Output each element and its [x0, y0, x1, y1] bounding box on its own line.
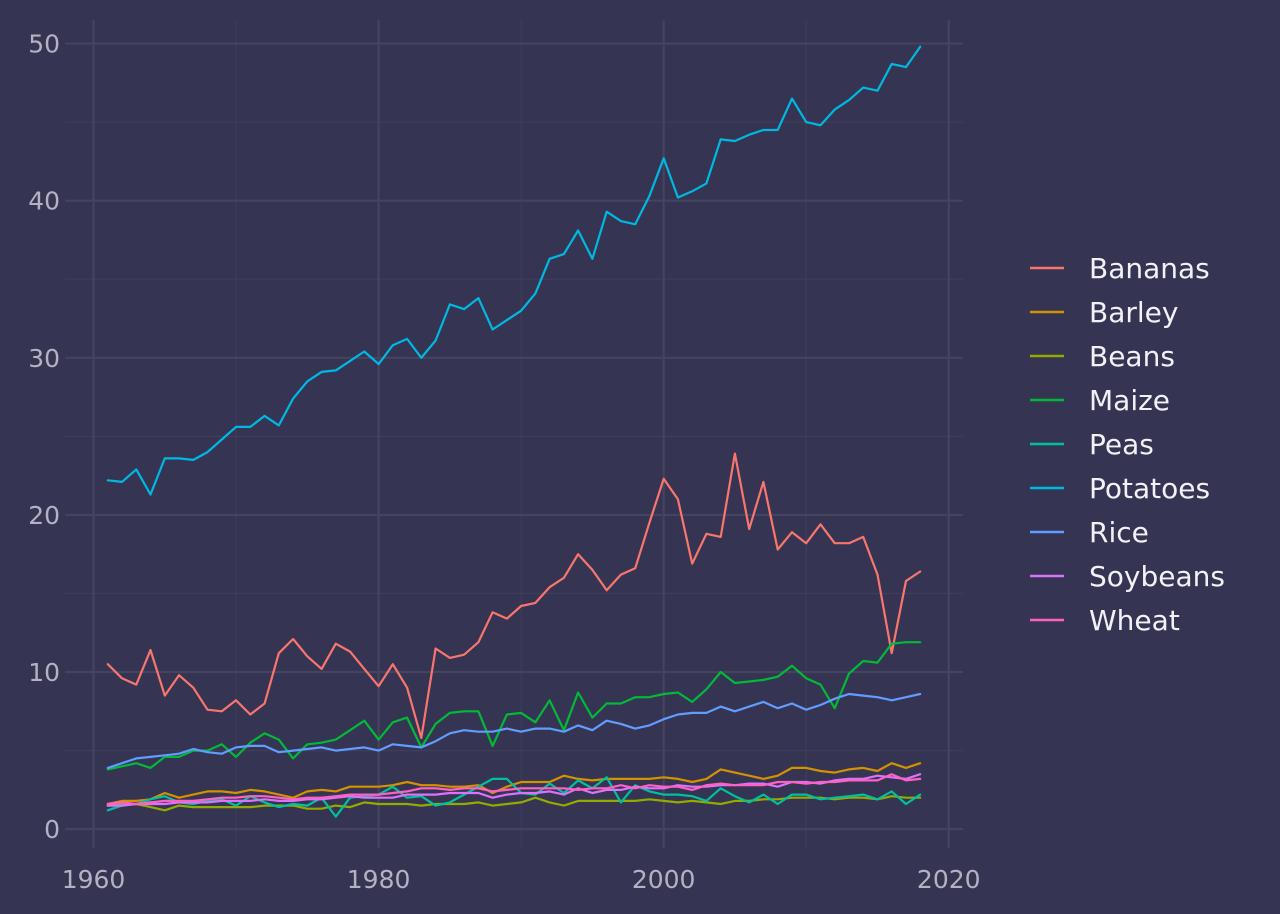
y-tick-label: 20: [28, 501, 60, 530]
legend-label: Bananas: [1089, 252, 1210, 285]
legend-label: Potatoes: [1089, 472, 1210, 505]
x-tick-label: 1960: [62, 865, 126, 894]
y-tick-label: 0: [44, 815, 60, 844]
series-line-wheat: [106, 773, 922, 806]
x-tick-label: 2020: [917, 865, 981, 894]
legend-label: Rice: [1089, 516, 1149, 549]
legend-label: Maize: [1089, 384, 1170, 417]
y-tick-label: 30: [28, 344, 60, 373]
legend-item-peas: Peas: [1030, 428, 1154, 461]
series-line-maize: [106, 641, 922, 771]
legend-item-potatoes: Potatoes: [1030, 472, 1210, 505]
series-lines: [106, 45, 922, 818]
series-line-barley: [106, 762, 922, 806]
y-tick-label: 10: [28, 658, 60, 687]
y-tick-label: 50: [28, 30, 60, 59]
y-tick-label: 40: [28, 187, 60, 216]
legend-item-barley: Barley: [1030, 296, 1178, 329]
series-line-soybeans: [106, 773, 922, 807]
legend-label: Soybeans: [1089, 560, 1225, 593]
legend-item-maize: Maize: [1030, 384, 1170, 417]
legend-label: Wheat: [1089, 604, 1180, 637]
series-line-potatoes: [106, 45, 922, 496]
series-line-bananas: [106, 452, 922, 740]
x-tick-label: 2000: [632, 865, 696, 894]
series-line-rice: [106, 692, 922, 770]
legend-label: Beans: [1089, 340, 1175, 373]
legend-item-soybeans: Soybeans: [1030, 560, 1225, 593]
axis-tick-labels: 1960 1980 2000 2020 0 10 20 30 40 50: [28, 30, 980, 894]
legend: Bananas Barley Beans Maize Peas Potatoes Rice S…: [1030, 252, 1225, 637]
legend-item-rice: Rice: [1030, 516, 1149, 549]
legend-label: Barley: [1089, 296, 1178, 329]
legend-label: Peas: [1089, 428, 1154, 461]
x-tick-label: 1980: [347, 865, 411, 894]
legend-item-wheat: Wheat: [1030, 604, 1180, 637]
legend-item-beans: Beans: [1030, 340, 1175, 373]
grid: [65, 20, 963, 848]
legend-item-bananas: Bananas: [1030, 252, 1210, 285]
